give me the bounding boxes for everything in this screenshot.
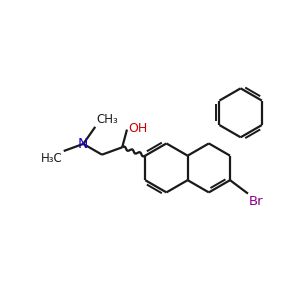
Text: Br: Br bbox=[249, 195, 263, 208]
Text: CH₃: CH₃ bbox=[96, 113, 118, 126]
Text: OH: OH bbox=[128, 122, 148, 136]
Text: H₃C: H₃C bbox=[41, 152, 62, 165]
Text: N: N bbox=[78, 137, 88, 151]
